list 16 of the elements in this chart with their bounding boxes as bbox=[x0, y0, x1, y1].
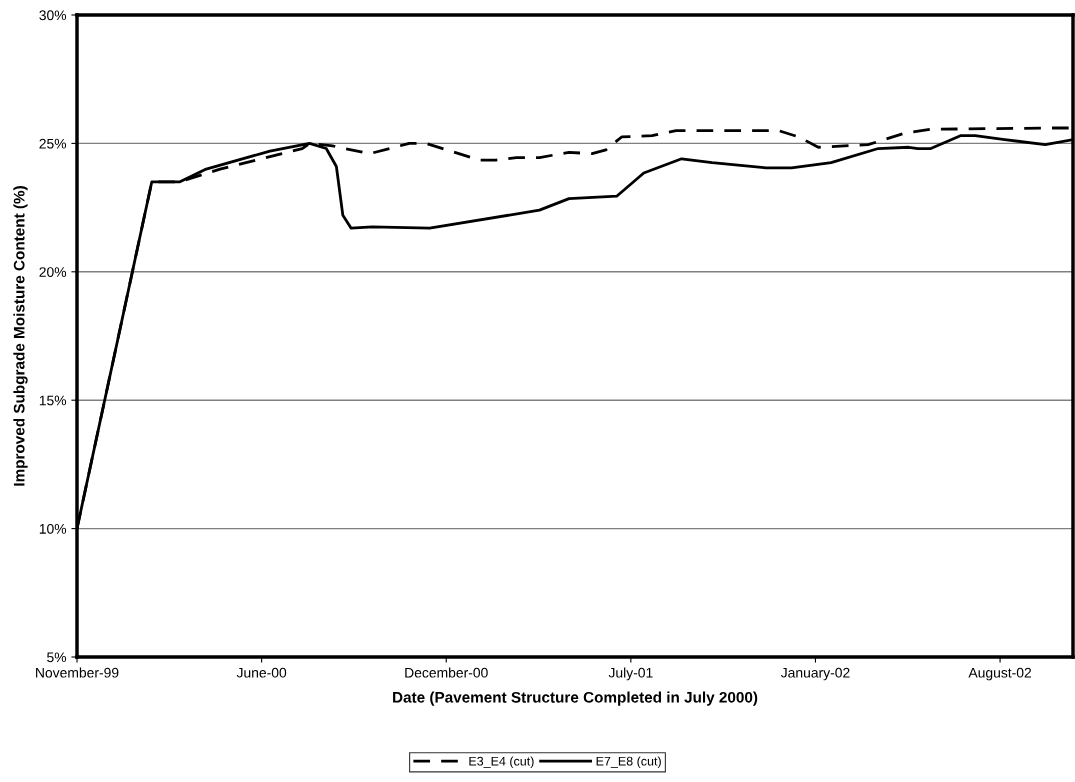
x-axis-title: Date (Pavement Structure Completed in July 2000) bbox=[393, 691, 758, 706]
x-tick-label: November-99 bbox=[36, 667, 119, 678]
x-tick-label: June-00 bbox=[236, 667, 287, 678]
x-tick-label: January-02 bbox=[780, 667, 850, 681]
legend-label: E7_E8 (cut) bbox=[596, 756, 661, 769]
x-tick-label: July-01 bbox=[608, 667, 653, 681]
y-axis-title: Improved Subgrade Moisture Content (%) bbox=[13, 186, 28, 486]
y-tick-label: 15% bbox=[39, 395, 67, 406]
y-tick-label: 25% bbox=[39, 138, 67, 149]
y-tick-label: 5% bbox=[47, 652, 67, 663]
y-tick-label: 20% bbox=[39, 267, 67, 277]
legend-label: E3_E4 (cut) bbox=[469, 756, 534, 769]
x-tick-label: December-00 bbox=[405, 667, 488, 678]
x-tick-label: August-02 bbox=[968, 667, 1032, 681]
y-tick-label: 30% bbox=[39, 10, 67, 21]
y-tick-label: 10% bbox=[39, 523, 67, 534]
